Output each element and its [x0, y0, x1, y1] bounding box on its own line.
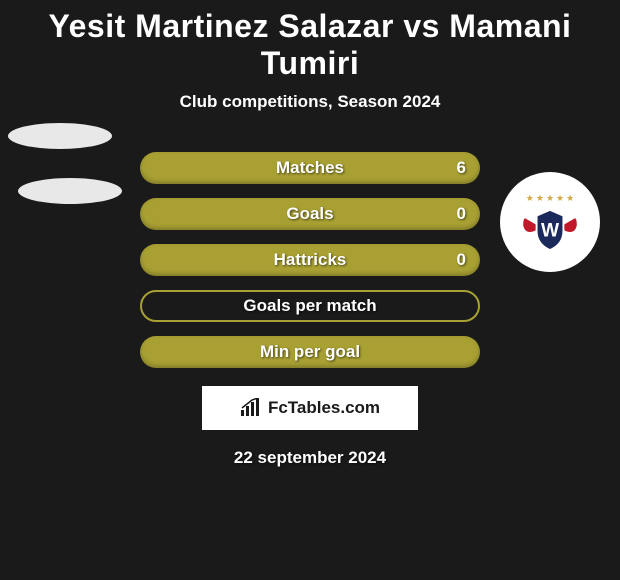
stat-row-goals: Goals 0 — [0, 198, 620, 230]
stat-bar: Matches 6 — [140, 152, 480, 184]
stat-value: 0 — [457, 204, 466, 224]
stat-row-matches: Matches 6 — [0, 152, 620, 184]
left-placeholder-1 — [8, 123, 112, 149]
stat-value: 6 — [457, 158, 466, 178]
stat-bar: Goals 0 — [140, 198, 480, 230]
stat-bar: Hattricks 0 — [140, 244, 480, 276]
stat-row-hattricks: Hattricks 0 — [0, 244, 620, 276]
stat-label: Hattricks — [274, 250, 347, 270]
stat-value: 0 — [457, 250, 466, 270]
stat-row-gpm: Goals per match — [0, 290, 620, 322]
stat-bar: Goals per match — [140, 290, 480, 322]
stat-rows: Matches 6 Goals 0 Hattricks 0 Goals per … — [0, 152, 620, 368]
page-title: Yesit Martinez Salazar vs Mamani Tumiri — [0, 8, 620, 82]
comparison-card: Yesit Martinez Salazar vs Mamani Tumiri … — [0, 0, 620, 468]
branding-text: FcTables.com — [268, 398, 380, 418]
stat-label: Min per goal — [260, 342, 360, 362]
stat-label: Goals — [286, 204, 333, 224]
stat-row-mpg: Min per goal — [0, 336, 620, 368]
stat-label: Goals per match — [243, 296, 376, 316]
stat-label: Matches — [276, 158, 344, 178]
subtitle: Club competitions, Season 2024 — [0, 92, 620, 112]
chart-icon — [240, 398, 262, 418]
branding-box[interactable]: FcTables.com — [202, 386, 418, 430]
footer-date: 22 september 2024 — [0, 448, 620, 468]
stat-bar: Min per goal — [140, 336, 480, 368]
